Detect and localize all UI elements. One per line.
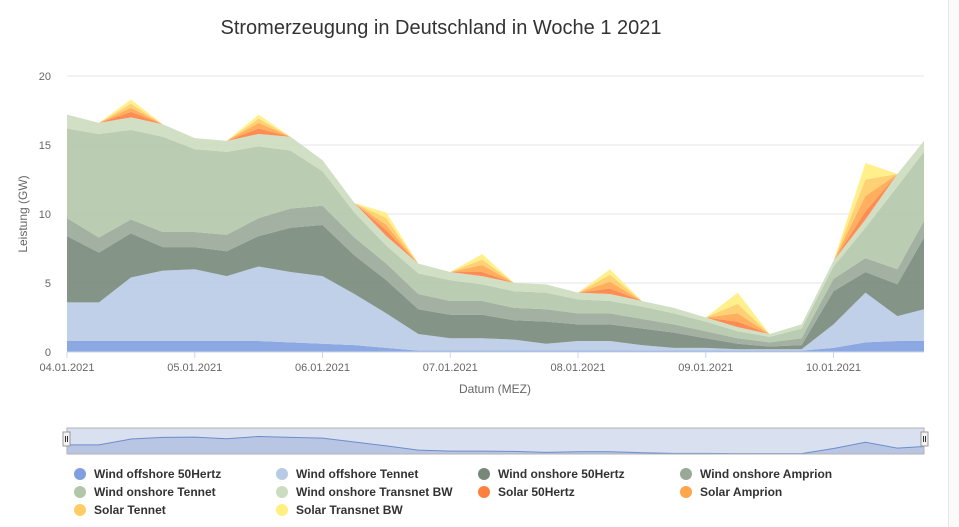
y-tick-label: 0: [45, 347, 51, 359]
navigator-series-area: [66, 435, 925, 455]
x-tick-label: 09.01.2021: [678, 362, 733, 374]
legend-symbol: [276, 486, 288, 498]
legend-label: Solar Tennet: [94, 503, 166, 517]
x-tick-label: 08.01.2021: [550, 362, 605, 374]
legend-label: Wind onshore 50Hertz: [498, 467, 625, 481]
legend-symbol: [276, 504, 288, 516]
legend-symbol: [478, 486, 490, 498]
legend-item-solar-tennet[interactable]: Solar Tennet: [70, 502, 272, 518]
y-tick-label: 15: [39, 140, 51, 152]
legend-label: Wind offshore 50Hertz: [94, 467, 222, 481]
legend-item-solar-amprion[interactable]: Solar Amprion: [676, 484, 878, 500]
x-tick-label: 05.01.2021: [167, 362, 222, 374]
chart-title: Stromerzeugung in Deutschland in Woche 1…: [220, 17, 661, 39]
legend-label: Solar Amprion: [700, 485, 783, 499]
area-wind-offshore-50hertz: [67, 340, 924, 352]
legend-item-wind-offshore-tennet[interactable]: Wind offshore Tennet: [272, 466, 474, 482]
scrollbar[interactable]: [948, 0, 959, 527]
y-axis-tick-labels: 0 5 10 15 20: [39, 71, 51, 359]
legend-item-wind-offshore-50hertz[interactable]: Wind offshore 50Hertz: [70, 466, 272, 482]
legend-item-solar-50hertz[interactable]: Solar 50Hertz: [474, 484, 676, 500]
legend-item-wind-onshore-50hertz[interactable]: Wind onshore 50Hertz: [474, 466, 676, 482]
legend-symbol: [680, 468, 692, 480]
legend-symbol: [276, 468, 288, 480]
legend-symbol: [74, 468, 86, 480]
area-wind-onshore-tennet: [67, 128, 924, 343]
x-tick-label: 10.01.2021: [806, 362, 861, 374]
legend-symbol: [74, 504, 86, 516]
y-tick-label: 5: [45, 278, 51, 290]
x-axis-title: Datum (MEZ): [459, 382, 531, 396]
legend-item-solar-transnet-bw[interactable]: Solar Transnet BW: [272, 502, 474, 518]
navigator[interactable]: [62, 427, 929, 455]
navigator-handle-right[interactable]: [920, 431, 929, 447]
area-wind-onshore-50hertz: [67, 225, 924, 350]
legend-label: Wind offshore Tennet: [296, 467, 419, 481]
legend-label: Wind onshore Transnet BW: [296, 485, 453, 499]
y-tick-label: 20: [39, 71, 51, 83]
y-axis-title: Leistung (GW): [16, 175, 30, 252]
stacked-areas: [67, 99, 924, 352]
x-tick-label: 04.01.2021: [39, 362, 94, 374]
legend-symbol: [478, 468, 490, 480]
legend-label: Wind onshore Tennet: [94, 485, 216, 499]
legend-symbol: [74, 486, 86, 498]
x-axis-tick-labels: 04.01.2021 05.01.2021 06.01.2021 07.01.2021…: [39, 352, 861, 374]
x-tick-label: 07.01.2021: [423, 362, 478, 374]
legend-item-wind-onshore-transnet-bw[interactable]: Wind onshore Transnet BW: [272, 484, 474, 500]
navigator-handle-left[interactable]: [62, 431, 71, 447]
legend-label: Solar Transnet BW: [296, 503, 403, 517]
x-tick-label: 06.01.2021: [295, 362, 350, 374]
area-wind-offshore-tennet: [67, 266, 924, 351]
legend-label: Solar 50Hertz: [498, 485, 575, 499]
legend-symbol: [680, 486, 692, 498]
legend-label: Wind onshore Amprion: [700, 467, 833, 481]
legend: Wind offshore 50Hertz Wind offshore Tenne…: [70, 466, 900, 518]
navigator-selection[interactable]: [66, 427, 925, 455]
y-tick-label: 10: [39, 209, 51, 221]
legend-item-wind-onshore-amprion[interactable]: Wind onshore Amprion: [676, 466, 878, 482]
legend-item-wind-onshore-tennet[interactable]: Wind onshore Tennet: [70, 484, 272, 500]
